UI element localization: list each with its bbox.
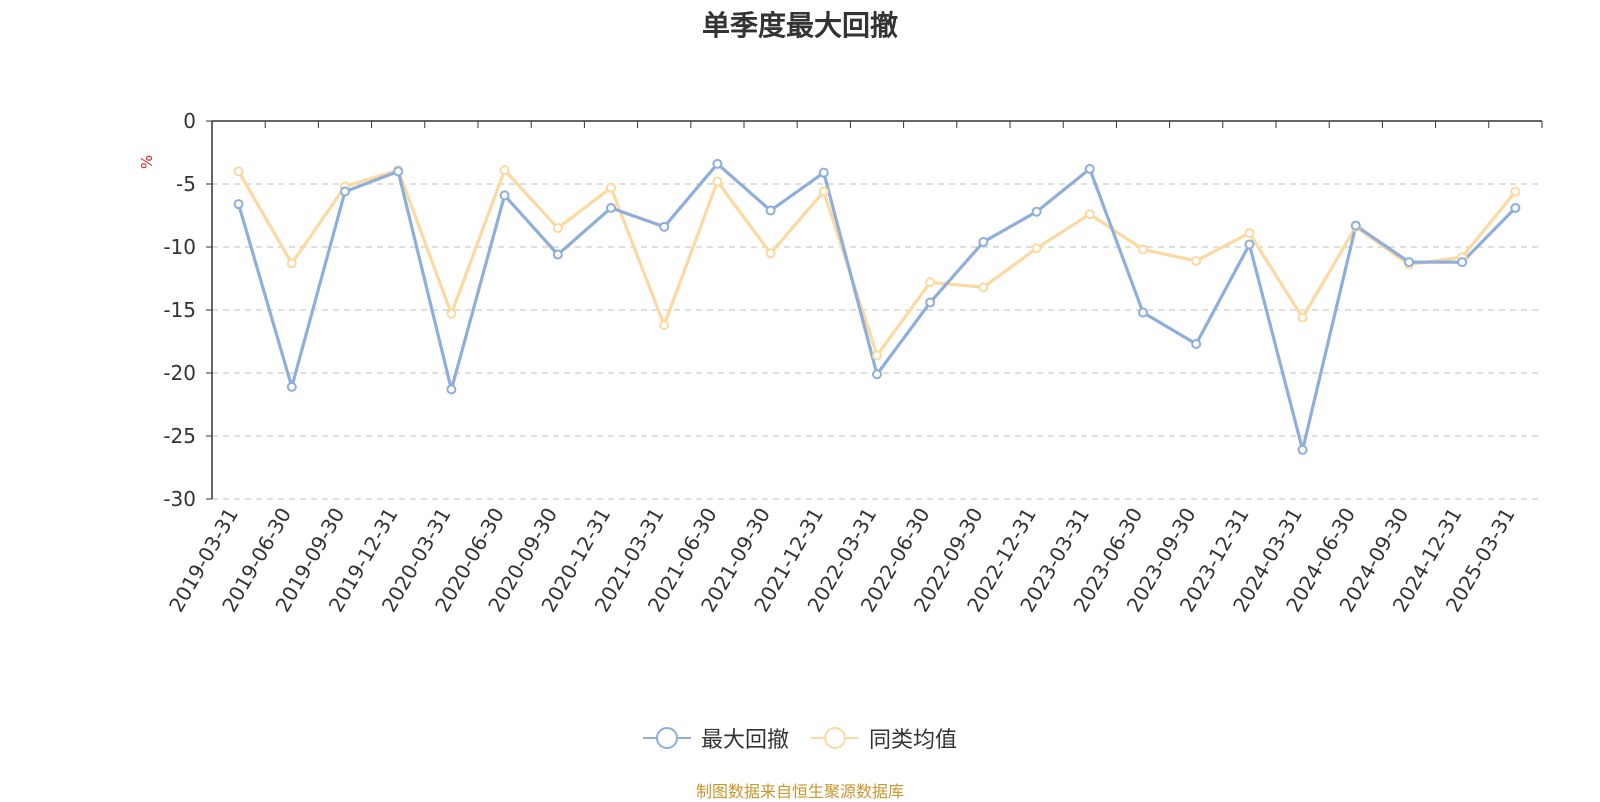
data-point-series-1 <box>1404 257 1414 268</box>
data-point-series-2 <box>1297 312 1308 323</box>
data-point-series-1 <box>1510 202 1521 213</box>
data-point-series-1 <box>446 384 457 395</box>
data-point-series-2 <box>659 320 670 331</box>
data-point-series-2 <box>606 182 616 193</box>
legend-marker-series-1 <box>642 727 691 749</box>
data-point-series-1 <box>925 297 936 308</box>
data-point-series-1 <box>765 205 776 216</box>
data-point-series-1 <box>1297 444 1308 455</box>
y-tick-label: 0 <box>183 109 196 133</box>
data-point-series-1 <box>1084 163 1095 174</box>
source-note: 制图数据来自恒生聚源数据库 <box>695 782 904 801</box>
legend-label-series-1: 最大回撤 <box>700 728 789 753</box>
data-point-series-1 <box>499 190 510 201</box>
data-point-series-2 <box>712 176 723 187</box>
data-point-series-2 <box>1191 255 1202 266</box>
axes: 0-5-10-15-20-25-302019-03-312019-06-3020… <box>163 109 1543 616</box>
series-line-1 <box>237 162 1517 452</box>
y-tick-label: -30 <box>163 487 196 511</box>
y-tick-label: -25 <box>163 424 196 448</box>
data-point-series-2 <box>233 166 244 177</box>
data-point-series-2 <box>872 350 882 361</box>
data-point-series-1 <box>978 236 989 247</box>
data-point-series-2 <box>1510 186 1521 197</box>
data-point-series-1 <box>286 381 297 392</box>
data-point-series-2 <box>552 223 563 234</box>
y-tick-label: -20 <box>163 361 196 385</box>
y-tick-label: -10 <box>163 235 196 259</box>
legend: 最大回撤 同类均值 <box>0 722 1600 754</box>
data-point-series-1 <box>1244 239 1255 250</box>
data-point-series-2 <box>765 248 776 259</box>
data-point-series-1 <box>1031 206 1042 217</box>
data-point-series-1 <box>659 221 670 232</box>
series-points <box>233 158 1521 455</box>
data-point-series-1 <box>872 369 882 380</box>
y-tick-label: -15 <box>163 298 196 322</box>
legend-label-series-2: 同类均值 <box>869 728 958 753</box>
series-line-2 <box>237 168 1517 357</box>
data-point-series-1 <box>393 166 404 177</box>
series-lines <box>237 162 1517 452</box>
data-point-series-2 <box>925 277 936 288</box>
data-point-series-1 <box>1350 220 1361 231</box>
data-point-series-2 <box>286 258 297 269</box>
legend-marker-series-2 <box>811 727 859 749</box>
legend-item-series-1[interactable]: 最大回撤 <box>642 722 789 754</box>
data-point-series-2 <box>446 308 457 319</box>
data-point-series-2 <box>1031 243 1042 254</box>
data-point-series-2 <box>1244 228 1255 239</box>
data-point-series-2 <box>499 165 510 176</box>
y-tick-label: -5 <box>176 172 196 196</box>
legend-item-series-2[interactable]: 同类均值 <box>811 722 957 754</box>
data-point-series-2 <box>818 186 829 197</box>
y-axis-unit-label: % <box>138 155 156 169</box>
data-point-series-1 <box>1138 307 1148 318</box>
chart-title: 单季度最大回撤 <box>701 9 898 42</box>
data-point-series-1 <box>340 186 350 197</box>
data-point-series-1 <box>818 167 829 178</box>
data-point-series-1 <box>712 158 723 169</box>
data-point-series-1 <box>552 249 563 260</box>
data-point-series-1 <box>1191 339 1202 350</box>
data-point-series-1 <box>606 202 616 213</box>
data-point-series-2 <box>978 282 989 293</box>
data-point-series-1 <box>233 199 244 210</box>
data-point-series-2 <box>1084 209 1095 220</box>
data-point-series-2 <box>1138 244 1148 255</box>
data-point-series-1 <box>1457 257 1468 268</box>
